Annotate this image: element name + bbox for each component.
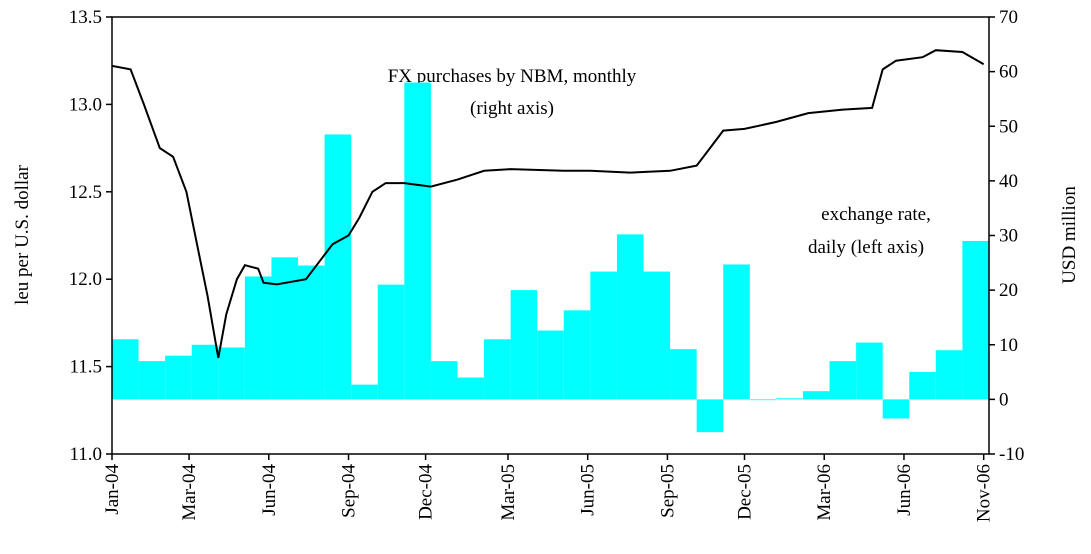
y-tick-label: 13.0 (69, 94, 102, 115)
x-tick-label: Dec-05 (735, 464, 756, 520)
exchange-rate-line (111, 49, 985, 359)
x-tick-label: Nov-06 (974, 464, 995, 522)
annotation: FX purchases by NBM, monthly (388, 66, 637, 87)
bar (218, 347, 245, 400)
bar (882, 399, 910, 419)
bar (324, 134, 352, 400)
y2-tick-label: -10 (999, 444, 1024, 465)
bar (909, 372, 936, 400)
bar (298, 265, 325, 400)
bar (670, 349, 697, 400)
bar (616, 234, 644, 400)
bar (696, 399, 724, 433)
y-tick-label: 12.0 (69, 269, 102, 290)
y2-tick-label: 40 (999, 171, 1018, 192)
x-tick-label: Jan-04 (102, 464, 123, 515)
x-tick-label: Mar-06 (814, 464, 835, 521)
annotation: (right axis) (470, 98, 554, 119)
bar (749, 399, 777, 401)
bar (351, 384, 378, 400)
bar (590, 271, 617, 400)
y2-tick-label: 10 (999, 335, 1018, 356)
x-tick-label: Mar-05 (498, 464, 519, 521)
y2-tick-label: 0 (999, 389, 1009, 410)
bar (165, 355, 192, 400)
bar (962, 240, 989, 400)
x-tick-label: Dec-04 (416, 464, 437, 520)
y-tick-label: 11.0 (69, 444, 102, 465)
bar (643, 271, 671, 400)
bar (138, 361, 166, 400)
x-tick-label: Mar-04 (179, 464, 200, 521)
bar (244, 276, 272, 400)
y2-tick-label: 70 (999, 7, 1018, 28)
x-tick-label: Jun-04 (259, 464, 280, 516)
bar (537, 330, 564, 400)
bar (404, 82, 431, 400)
y2-tick-label: 20 (999, 280, 1018, 301)
bar (191, 344, 219, 400)
bar (430, 361, 458, 400)
y-tick-label: 11.5 (69, 357, 102, 378)
bar (935, 350, 963, 400)
bar (829, 361, 857, 400)
bar (510, 290, 538, 400)
annotation: exchange rate, (821, 204, 931, 225)
bar (484, 339, 511, 400)
bar (776, 398, 803, 400)
y-tick-label: 13.5 (69, 7, 102, 28)
y2-axis-label: USD million (1059, 186, 1080, 284)
x-tick-label: Sep-04 (339, 464, 360, 518)
bar (112, 339, 139, 400)
bar (457, 377, 485, 400)
x-tick-label: Sep-05 (657, 464, 678, 518)
x-tick-label: Jun-05 (578, 464, 599, 516)
bar (563, 310, 591, 400)
y2-tick-label: 50 (999, 116, 1018, 137)
y-tick-label: 12.5 (69, 182, 102, 203)
bar (723, 264, 750, 400)
bar (377, 284, 405, 400)
annotation: daily (left axis) (808, 237, 924, 258)
y-axis-label: leu per U.S. dollar (12, 164, 33, 305)
y2-tick-label: 30 (999, 226, 1018, 247)
y2-tick-label: 60 (999, 62, 1018, 83)
bar (802, 391, 830, 400)
bar (271, 257, 299, 400)
x-tick-label: Jun-06 (894, 464, 915, 516)
bar (856, 342, 883, 400)
